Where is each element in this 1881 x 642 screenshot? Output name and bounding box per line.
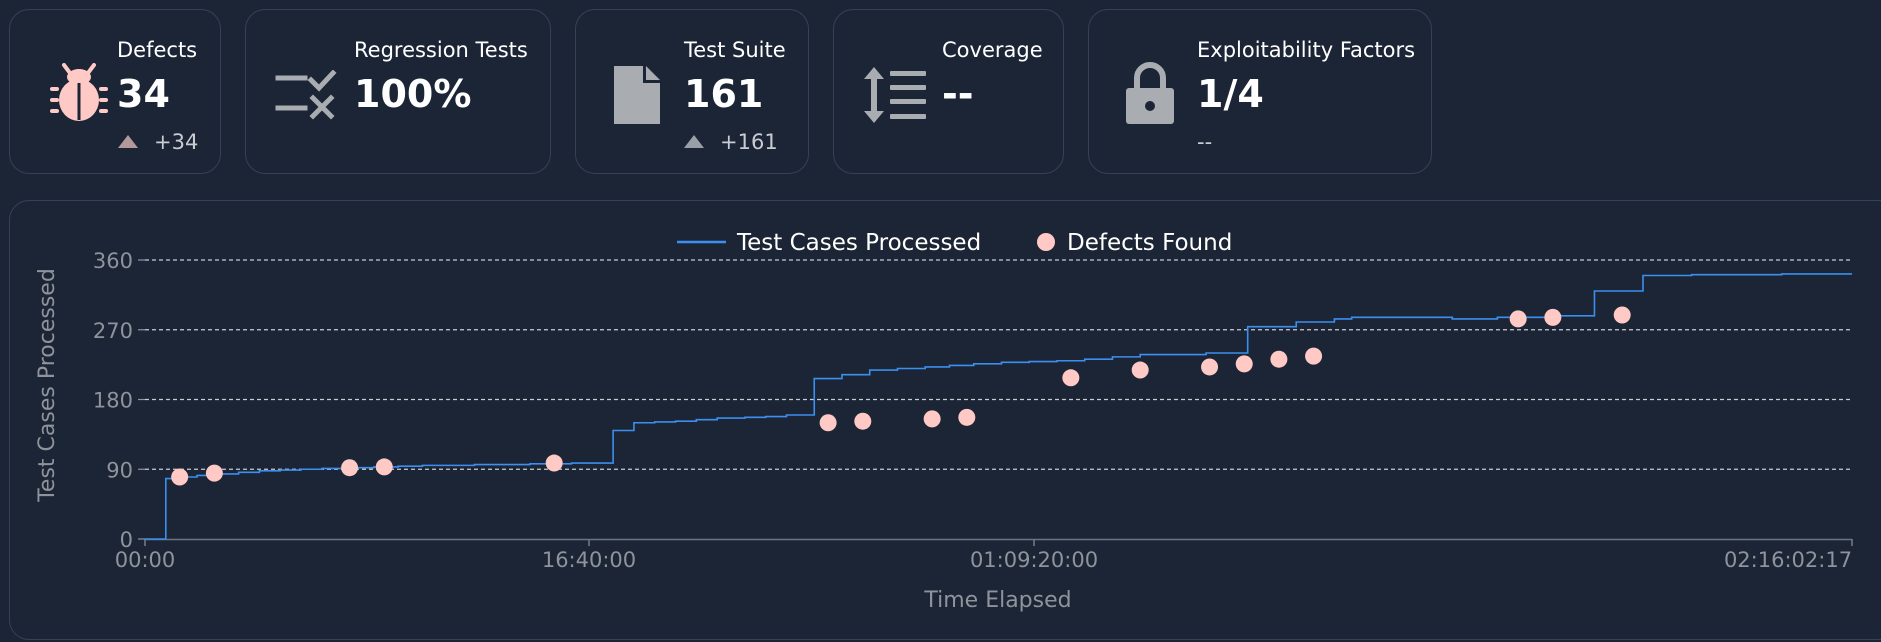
- legend-marker-swatch: [1037, 233, 1055, 251]
- y-tick-label: 360: [93, 249, 133, 273]
- exploitability-factors-card: Exploitability Factors 1/4 --: [1088, 9, 1432, 174]
- defect-marker: [1270, 350, 1288, 368]
- y-tick-label: 270: [93, 319, 133, 343]
- defect-marker: [375, 458, 393, 476]
- x-axis-ticks: 00:00 16:40:00 01:09:20:00 02:16:02:17: [115, 539, 1853, 572]
- series-line-test-cases-processed: [145, 273, 1852, 540]
- defect-marker: [923, 410, 941, 428]
- defect-marker: [1305, 347, 1323, 365]
- defect-marker: [1131, 361, 1149, 379]
- coverage-card: Coverage --: [833, 9, 1064, 174]
- defects-value: 34: [117, 72, 170, 116]
- defect-marker: [205, 464, 223, 482]
- trend-up-icon: [118, 135, 138, 148]
- x-tick-label: 02:16:02:17: [1724, 548, 1852, 572]
- defect-marker: [958, 408, 976, 426]
- defect-marker: [1544, 308, 1562, 326]
- regression-check-icon: [275, 70, 337, 120]
- bug-icon: [50, 63, 108, 121]
- x-tick-label: 00:00: [115, 548, 176, 572]
- test-suite-value: 161: [684, 72, 764, 116]
- y-tick-label: 180: [93, 389, 133, 413]
- lock-icon: [1126, 62, 1174, 124]
- x-tick-label: 01:09:20:00: [970, 548, 1098, 572]
- legend: Test Cases Processed Defects Found: [677, 230, 1232, 256]
- y-tick-label: 90: [106, 458, 133, 482]
- test-suite-label: Test Suite: [684, 38, 786, 62]
- legend-label-defects-found: Defects Found: [1067, 230, 1232, 256]
- defect-marker: [854, 412, 872, 430]
- line-spacing-icon: [864, 67, 926, 123]
- y-axis-ticks: 0 90 180 270 360: [93, 249, 145, 552]
- file-icon: [614, 66, 660, 124]
- regression-tests-label: Regression Tests: [354, 38, 528, 62]
- exploitability-factors-delta: --: [1197, 130, 1213, 154]
- defect-marker: [1201, 358, 1219, 376]
- exploitability-factors-label: Exploitability Factors: [1197, 38, 1416, 62]
- chart-panel: [9, 200, 1881, 640]
- defect-marker: [171, 468, 189, 486]
- x-tick-label: 16:40:00: [542, 548, 636, 572]
- defect-marker: [819, 414, 837, 432]
- y-axis-label: Test Cases Processed: [35, 268, 60, 503]
- defect-marker: [1509, 310, 1527, 328]
- test-suite-card: Test Suite 161 +161: [575, 9, 809, 174]
- defect-marker: [1062, 369, 1080, 387]
- coverage-label: Coverage: [942, 38, 1043, 62]
- grid: [145, 259, 1852, 470]
- defect-marker: [341, 459, 359, 477]
- defect-marker: [545, 454, 563, 472]
- series-markers-defects-found: [171, 306, 1631, 486]
- legend-label-test-cases-processed: Test Cases Processed: [736, 230, 981, 256]
- defects-card: Defects 34 +34: [9, 9, 221, 174]
- defects-delta: +34: [118, 130, 198, 154]
- defect-marker: [1235, 355, 1253, 373]
- defect-marker: [1613, 306, 1631, 324]
- test-suite-delta: +161: [684, 130, 778, 154]
- y-tick-label: 0: [120, 528, 133, 552]
- regression-tests-card: Regression Tests 100%: [245, 9, 551, 174]
- defects-label: Defects: [117, 38, 198, 62]
- trend-up-icon: [684, 135, 704, 148]
- coverage-value: --: [942, 72, 974, 116]
- x-axis-label: Time Elapsed: [923, 588, 1071, 613]
- exploitability-factors-value: 1/4: [1197, 72, 1264, 116]
- regression-tests-value: 100%: [354, 72, 472, 116]
